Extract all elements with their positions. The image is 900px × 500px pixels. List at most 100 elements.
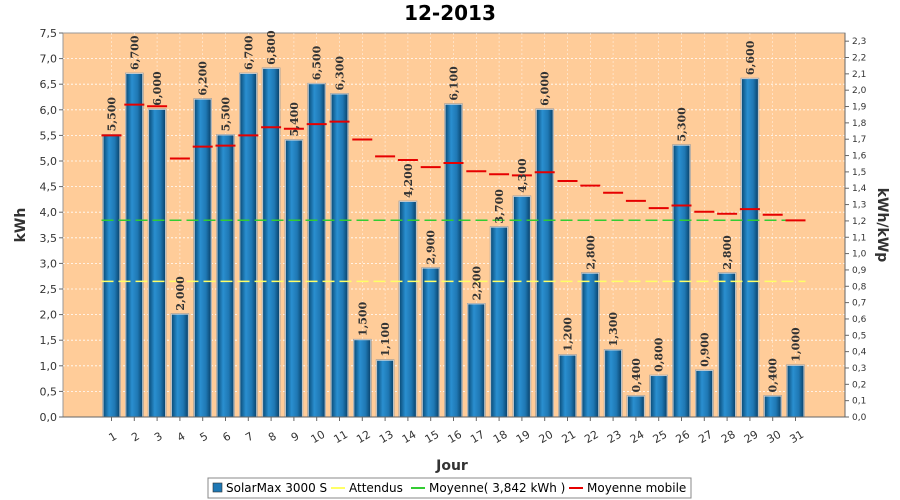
bar [285,140,302,417]
bar [240,73,257,418]
x-tick-label: 23 [605,428,624,446]
x-tick-label: 8 [266,430,279,445]
x-tick-label: 25 [651,428,670,446]
x-tick-label: 10 [309,428,328,446]
legend-label: Moyenne( 3,842 kWh ) [429,481,565,495]
data-label: 2,800 [584,235,597,270]
legend-label: Attendus [349,481,403,495]
data-label: 6,100 [448,66,461,101]
y2-tick-label: 0,8 [852,282,867,292]
y2-tick-label: 1,5 [852,168,866,178]
data-label: 6,300 [334,56,347,91]
bar [171,314,188,417]
y2-tick-label: 1,4 [852,184,867,194]
y-tick-label: 0,5 [40,385,58,398]
bar [399,201,416,417]
y-tick-label: 6,0 [40,104,58,117]
data-labels: 5,500 6,700 6,000 2,000 6,200 5,500 6,700 6,800… [106,30,803,392]
x-tick-label: 4 [175,430,188,445]
bar [605,350,622,417]
data-label: 5,500 [106,97,119,132]
y2-tick-label: 2,3 [852,37,866,47]
data-label: 0,400 [767,358,780,393]
y-tick-label: 2,0 [40,309,58,322]
data-label: 1,500 [356,301,369,336]
x-tick-label: 9 [289,430,302,445]
data-label: 2,000 [174,276,187,311]
bar [650,376,667,417]
x-tick-label: 6 [220,430,233,445]
moving-average [101,103,806,222]
x-axis: 1 2 3 4 5 6 7 8 9 10 11 12 13 14 15 16 17 18 19 20 21 22 23 24 2… [63,416,845,446]
y2-tick-label: 1,8 [852,119,867,129]
data-label: 6,800 [265,30,278,65]
y2-tick-label: 1,9 [852,103,867,113]
data-label: 6,700 [242,35,255,70]
data-label: 2,900 [425,230,438,265]
data-label: 6,600 [744,40,757,75]
y-tick-label: 7,0 [40,53,58,66]
y-tick-label: 7,5 [40,27,58,40]
y2-tick-label: 1,2 [852,217,866,227]
y-axis-label: kWh [13,208,29,243]
bar [582,273,599,417]
data-label: 6,200 [197,61,210,96]
y-axis-left: 0,0 0,5 1,0 1,5 2,0 2,5 3,0 3,5 4,0 4,5 5,0 5,5 6,0 6… [40,27,63,424]
data-label: 6,000 [151,71,164,106]
y2-tick-label: 2,2 [852,54,866,64]
bar [217,135,234,417]
data-label: 6,000 [539,71,552,106]
data-label: 0,800 [653,337,666,372]
bar [787,365,804,417]
legend: SolarMax 3000 S Attendus Moyenne( 3,842 kW… [207,477,692,499]
bar [308,84,325,417]
bar [354,340,371,417]
y2-tick-label: 1,7 [852,135,866,145]
data-label: 1,000 [790,327,803,362]
y2-tick-label: 1,3 [852,201,866,211]
x-tick-label: 26 [673,428,692,446]
y2-tick-label: 0,7 [852,299,866,309]
x-tick-label: 22 [582,428,601,446]
data-label: 3,700 [493,189,506,224]
bar [468,304,485,417]
y2-tick-label: 1,0 [852,250,867,260]
y-tick-label: 3,5 [40,232,58,245]
legend-label: Moyenne mobile [587,481,686,495]
x-tick-label: 19 [514,428,533,446]
x-tick-label: 16 [445,428,464,446]
reference-lines [101,219,806,283]
y2-tick-label: 0,2 [852,380,866,390]
y-tick-label: 0,0 [40,411,58,424]
bar [491,227,508,417]
x-tick-label: 28 [719,428,738,446]
legend-label: SolarMax 3000 S [226,481,327,495]
bar [764,396,781,417]
y-tick-label: 2,5 [40,283,58,296]
bar [194,99,211,417]
data-label: 5,500 [220,97,233,132]
x-tick-label: 30 [765,428,784,446]
legend-box [207,477,692,499]
bar [741,79,758,417]
data-label: 0,900 [698,332,711,367]
y-tick-label: 5,0 [40,155,58,168]
y2-tick-label: 0,4 [852,348,867,358]
x-tick-label: 2 [129,430,142,445]
bar [149,109,166,418]
data-label: 5,400 [288,102,301,137]
bar [331,94,348,417]
bar [536,109,553,418]
bar [103,135,120,417]
x-tick-label: 3 [152,430,165,445]
x-tick-label: 5 [198,430,211,445]
chart-title: 12-2013 [404,1,496,25]
bar [627,396,644,417]
bar [696,370,713,417]
y2-tick-label: 1,1 [852,233,866,243]
bar [126,73,143,418]
x-tick-label: 27 [696,428,715,446]
bar [513,196,530,417]
bar [422,268,439,417]
bar [445,104,462,418]
